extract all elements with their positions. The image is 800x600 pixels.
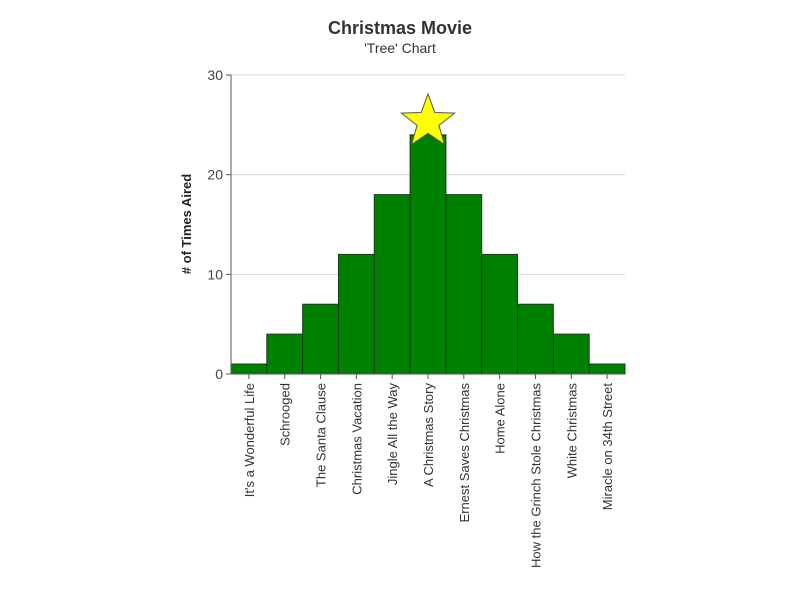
axes [226, 74, 625, 379]
star-layer [400, 92, 456, 146]
star-icon [400, 92, 456, 146]
bar-6 [445, 194, 483, 375]
x-tick-label-8: How the Grinch Stole Christmas [528, 383, 543, 568]
bar-7 [481, 253, 519, 375]
bar-3 [337, 253, 375, 375]
bar-10 [588, 363, 626, 375]
x-tick-label-4: Jingle All the Way [385, 383, 400, 486]
chart-title: Christmas Movie [328, 18, 472, 38]
y-tick-label-3: 30 [207, 67, 223, 83]
x-tick-label-2: The Santa Clause [314, 383, 329, 487]
bar-1 [266, 333, 304, 375]
x-tick-label-10: Miracle on 34th Street [600, 383, 615, 511]
y-tick-label-1: 10 [207, 266, 223, 282]
x-tick-labels: It's a Wonderful Life Schrooged The Santa … [242, 383, 615, 568]
bar-0 [230, 363, 268, 375]
x-tick-label-0: It's a Wonderful Life [242, 383, 257, 497]
x-tick-label-3: Christmas Vacation [349, 383, 364, 495]
y-tick-labels: 0 10 20 30 [207, 67, 223, 382]
y-axis-label: # of Times Aired [179, 174, 194, 274]
bars [230, 134, 626, 375]
x-tick-label-7: Home Alone [493, 383, 508, 454]
bar-5 [409, 134, 447, 375]
chart-subtitle: 'Tree' Chart [364, 40, 436, 56]
bar-4 [373, 194, 411, 375]
y-tick-label-2: 20 [207, 167, 223, 183]
bar-2 [302, 303, 339, 375]
bar-9 [552, 333, 590, 375]
x-tick-label-9: White Christmas [564, 383, 579, 479]
x-tick-label-1: Schrooged [278, 383, 293, 446]
x-tick-label-6: Ernest Saves Christmas [457, 383, 472, 523]
y-tick-label-0: 0 [215, 366, 223, 382]
bar-8 [517, 303, 554, 375]
x-tick-label-5: A Christmas Story [421, 383, 436, 488]
